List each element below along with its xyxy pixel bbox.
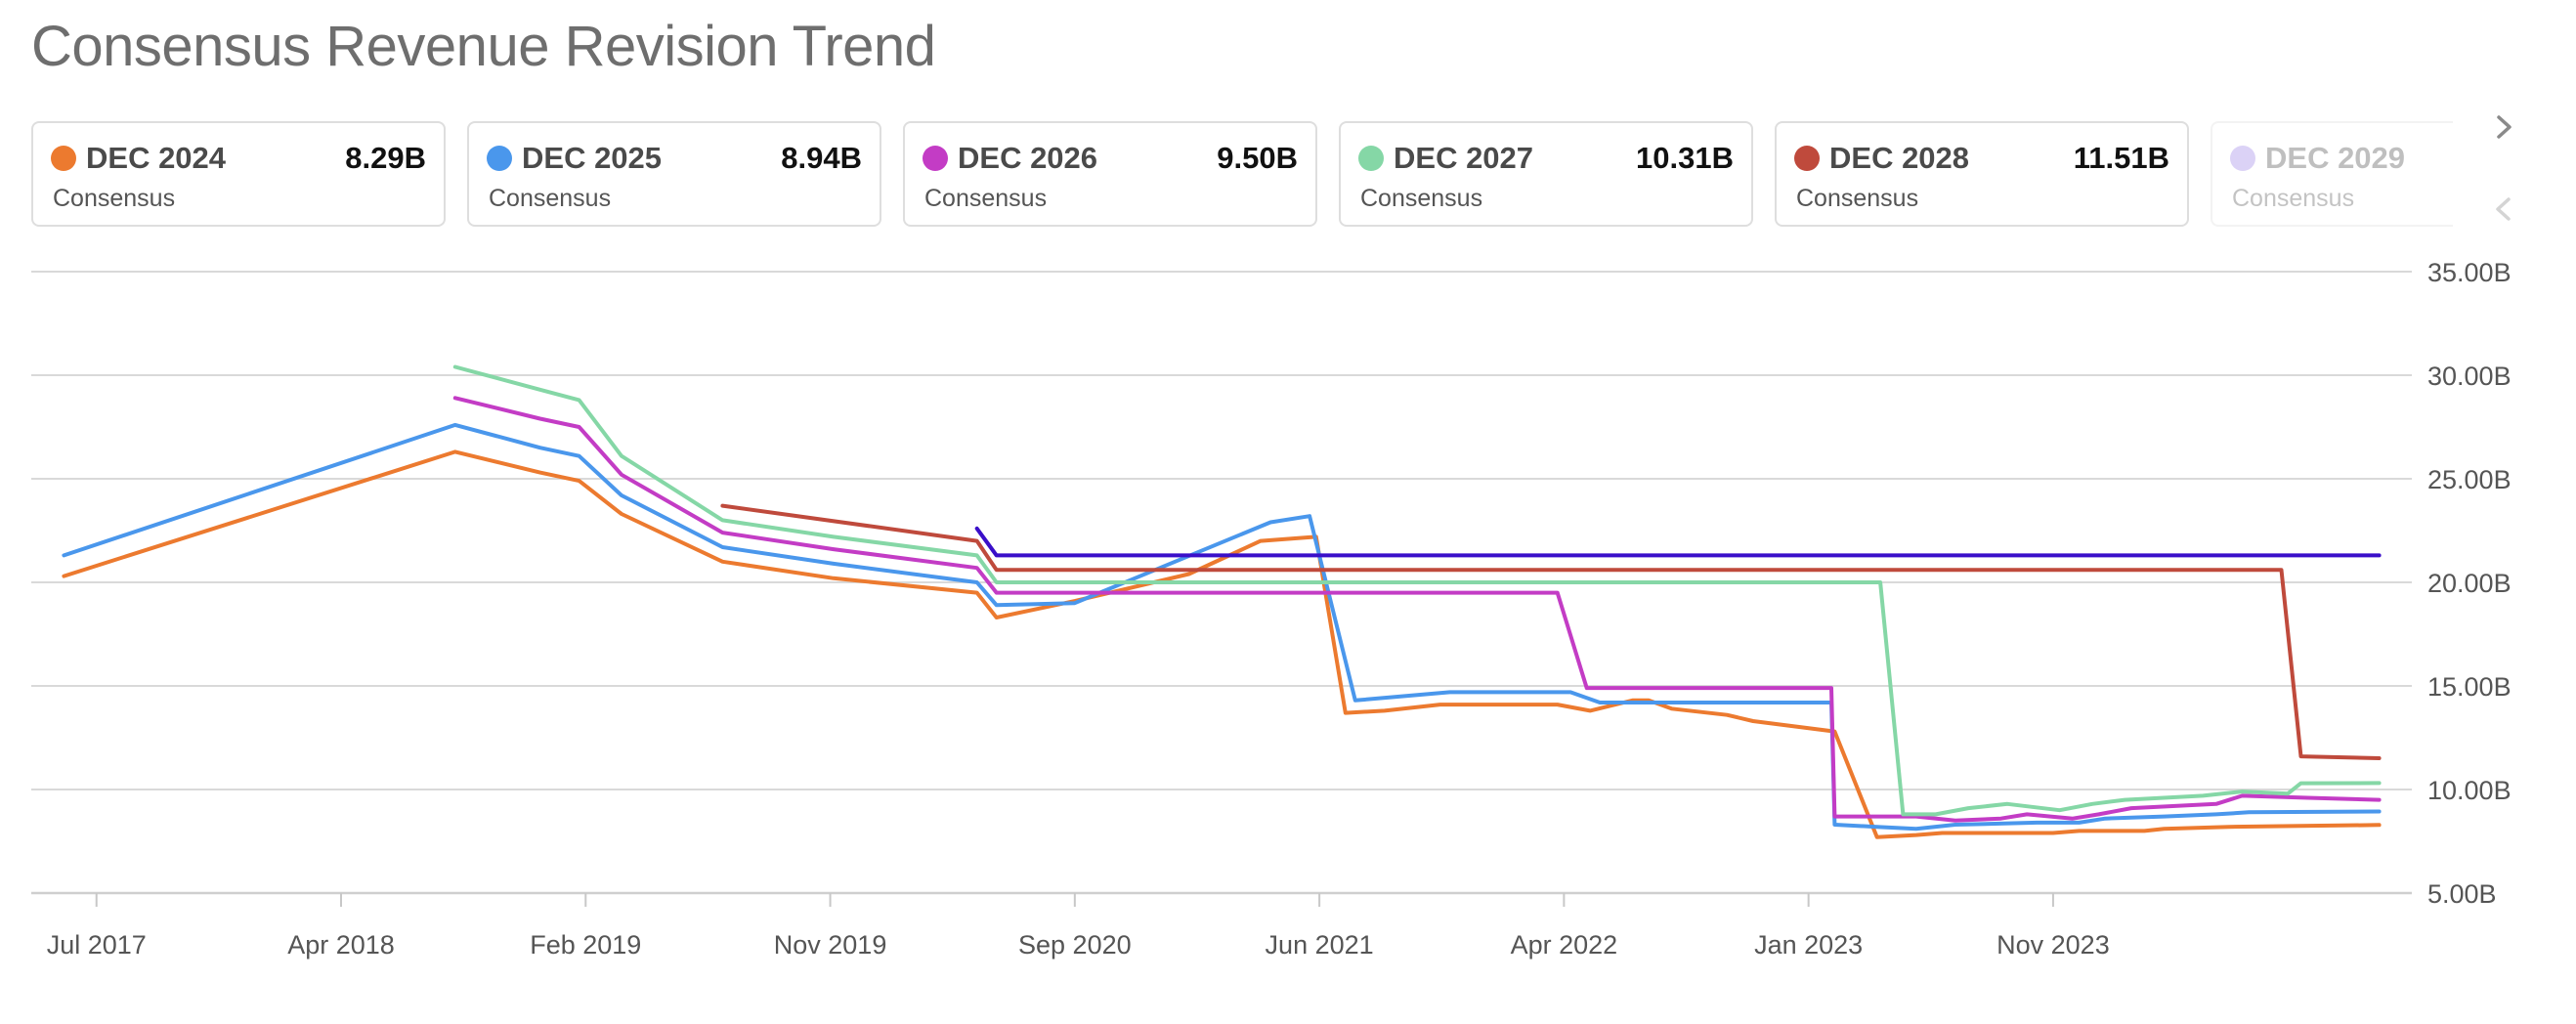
y-tick-label: 20.00B xyxy=(2427,569,2512,598)
legend-card-dec-2025[interactable]: DEC 2025 8.94B Consensus xyxy=(467,121,881,227)
series-line-dec-2025 xyxy=(62,422,2382,832)
series-line-dec-2024 xyxy=(62,449,2382,839)
legend-card-name: DEC 2028 xyxy=(1829,141,1970,175)
legend-card-sub: Consensus xyxy=(1796,185,1919,212)
legend-card-name: DEC 2027 xyxy=(1394,141,1534,175)
series-line-dec-2027 xyxy=(452,364,2382,817)
series-color-dot xyxy=(487,146,512,171)
y-tick-label: 15.00B xyxy=(2427,672,2512,702)
legend-card-dec-2027[interactable]: DEC 2027 10.31B Consensus xyxy=(1339,121,1753,227)
legend-card-dec-2028[interactable]: DEC 2028 11.51B Consensus xyxy=(1775,121,2189,227)
legend-card-name: DEC 2026 xyxy=(958,141,1098,175)
series-color-dot xyxy=(2230,146,2255,171)
legend-card-name: DEC 2029 xyxy=(2265,141,2406,175)
x-tick-label: Nov 2019 xyxy=(774,930,887,960)
legend-card-value: 10.31B xyxy=(1636,141,1734,175)
x-tick-label: Sep 2020 xyxy=(1018,930,1132,960)
legend-cards: DEC 2024 8.29B Consensus DEC 2025 8.94B … xyxy=(31,121,2453,231)
legend-card-dec-2026[interactable]: DEC 2026 9.50B Consensus xyxy=(903,121,1317,227)
series-color-dot xyxy=(1794,146,1820,171)
series-line-dec-2028 xyxy=(720,503,2382,760)
x-tick-label: Apr 2018 xyxy=(287,930,395,960)
series-color-dot xyxy=(923,146,948,171)
y-tick-label: 30.00B xyxy=(2427,362,2512,391)
prev-cards-button[interactable] xyxy=(2484,190,2523,229)
legend-card-sub: Consensus xyxy=(2232,185,2355,212)
y-tick-label: 10.00B xyxy=(2427,776,2512,805)
legend-card-value: 11.51B xyxy=(2073,141,2169,175)
x-tick-label: Jun 2021 xyxy=(1266,930,1374,960)
legend-card-sub: Consensus xyxy=(1360,185,1483,212)
legend-card-value: 8.29B xyxy=(345,141,426,175)
next-cards-button[interactable] xyxy=(2484,107,2523,147)
x-tick-label: Feb 2019 xyxy=(530,930,641,960)
legend-card-sub: Consensus xyxy=(489,185,612,212)
legend-card-value: 8.94B xyxy=(781,141,862,175)
series-color-dot xyxy=(1358,146,1384,171)
legend-card-name: DEC 2024 xyxy=(86,141,227,175)
series-line-dec-2026 xyxy=(452,396,2382,823)
x-tick-label: Nov 2023 xyxy=(1996,930,2110,960)
chevron-right-icon xyxy=(2497,115,2512,139)
legend-card-dec-2029[interactable]: DEC 2029 Consensus xyxy=(2211,121,2453,227)
x-tick-label: Apr 2022 xyxy=(1511,930,1618,960)
legend-card-sub: Consensus xyxy=(924,185,1048,212)
series-color-dot xyxy=(51,146,76,171)
y-tick-label: 35.00B xyxy=(2427,258,2512,287)
chevron-left-icon xyxy=(2496,197,2511,221)
page-title: Consensus Revenue Revision Trend xyxy=(31,15,936,78)
x-tick-label: Jul 2017 xyxy=(47,930,147,960)
y-tick-label: 25.00B xyxy=(2427,465,2512,494)
legend-card-sub: Consensus xyxy=(53,185,176,212)
x-tick-label: Jan 2023 xyxy=(1754,930,1863,960)
legend-card-value: 9.50B xyxy=(1217,141,1298,175)
y-tick-label: 5.00B xyxy=(2427,879,2497,909)
series-line-dec-2029 xyxy=(974,526,2382,558)
legend-card-name: DEC 2025 xyxy=(522,141,663,175)
legend-card-dec-2024[interactable]: DEC 2024 8.29B Consensus xyxy=(31,121,446,227)
